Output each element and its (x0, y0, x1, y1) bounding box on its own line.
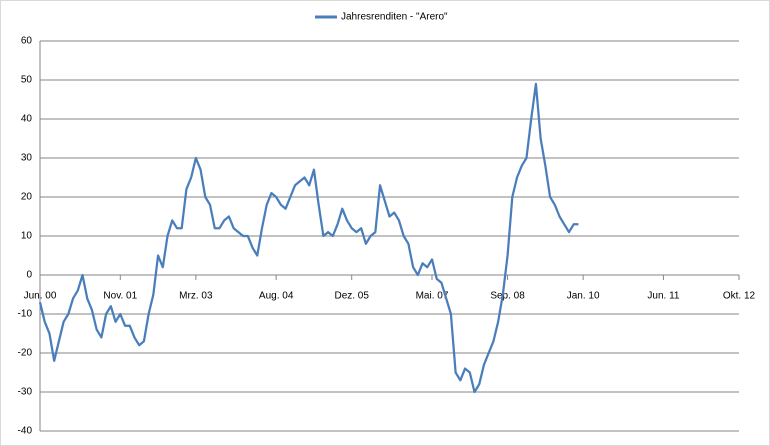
x-tick-label: Mrz. 03 (179, 291, 213, 302)
y-tick-label: 30 (21, 153, 33, 164)
x-tick-label: Dez. 05 (334, 291, 369, 302)
y-tick-label: 50 (21, 75, 33, 86)
y-tick-label: -40 (18, 426, 33, 437)
x-tick-label: Mai. 07 (416, 291, 449, 302)
x-tick-label: Aug. 04 (259, 291, 294, 302)
y-tick-label: 10 (21, 231, 33, 242)
y-tick-label: 20 (21, 192, 33, 203)
y-tick-label: 0 (26, 270, 32, 281)
x-tick-label: Jun. 11 (647, 291, 679, 302)
x-tick-label: Okt. 12 (723, 291, 756, 302)
x-tick-label: Nov. 01 (103, 291, 137, 302)
data-line (38, 82, 579, 394)
y-tick-label: -30 (18, 387, 33, 398)
x-tick-label: Jun. 00 (24, 291, 57, 302)
x-tick-label: Jan. 10 (567, 291, 600, 302)
y-tick-label: -20 (18, 348, 33, 359)
y-tick-label: 40 (21, 114, 33, 125)
y-tick-label: -10 (18, 309, 33, 320)
legend-label: Jahresrenditen - "Arero" (341, 12, 448, 23)
x-tick-label: Sep. 08 (490, 291, 525, 302)
y-tick-label: 60 (21, 36, 33, 47)
